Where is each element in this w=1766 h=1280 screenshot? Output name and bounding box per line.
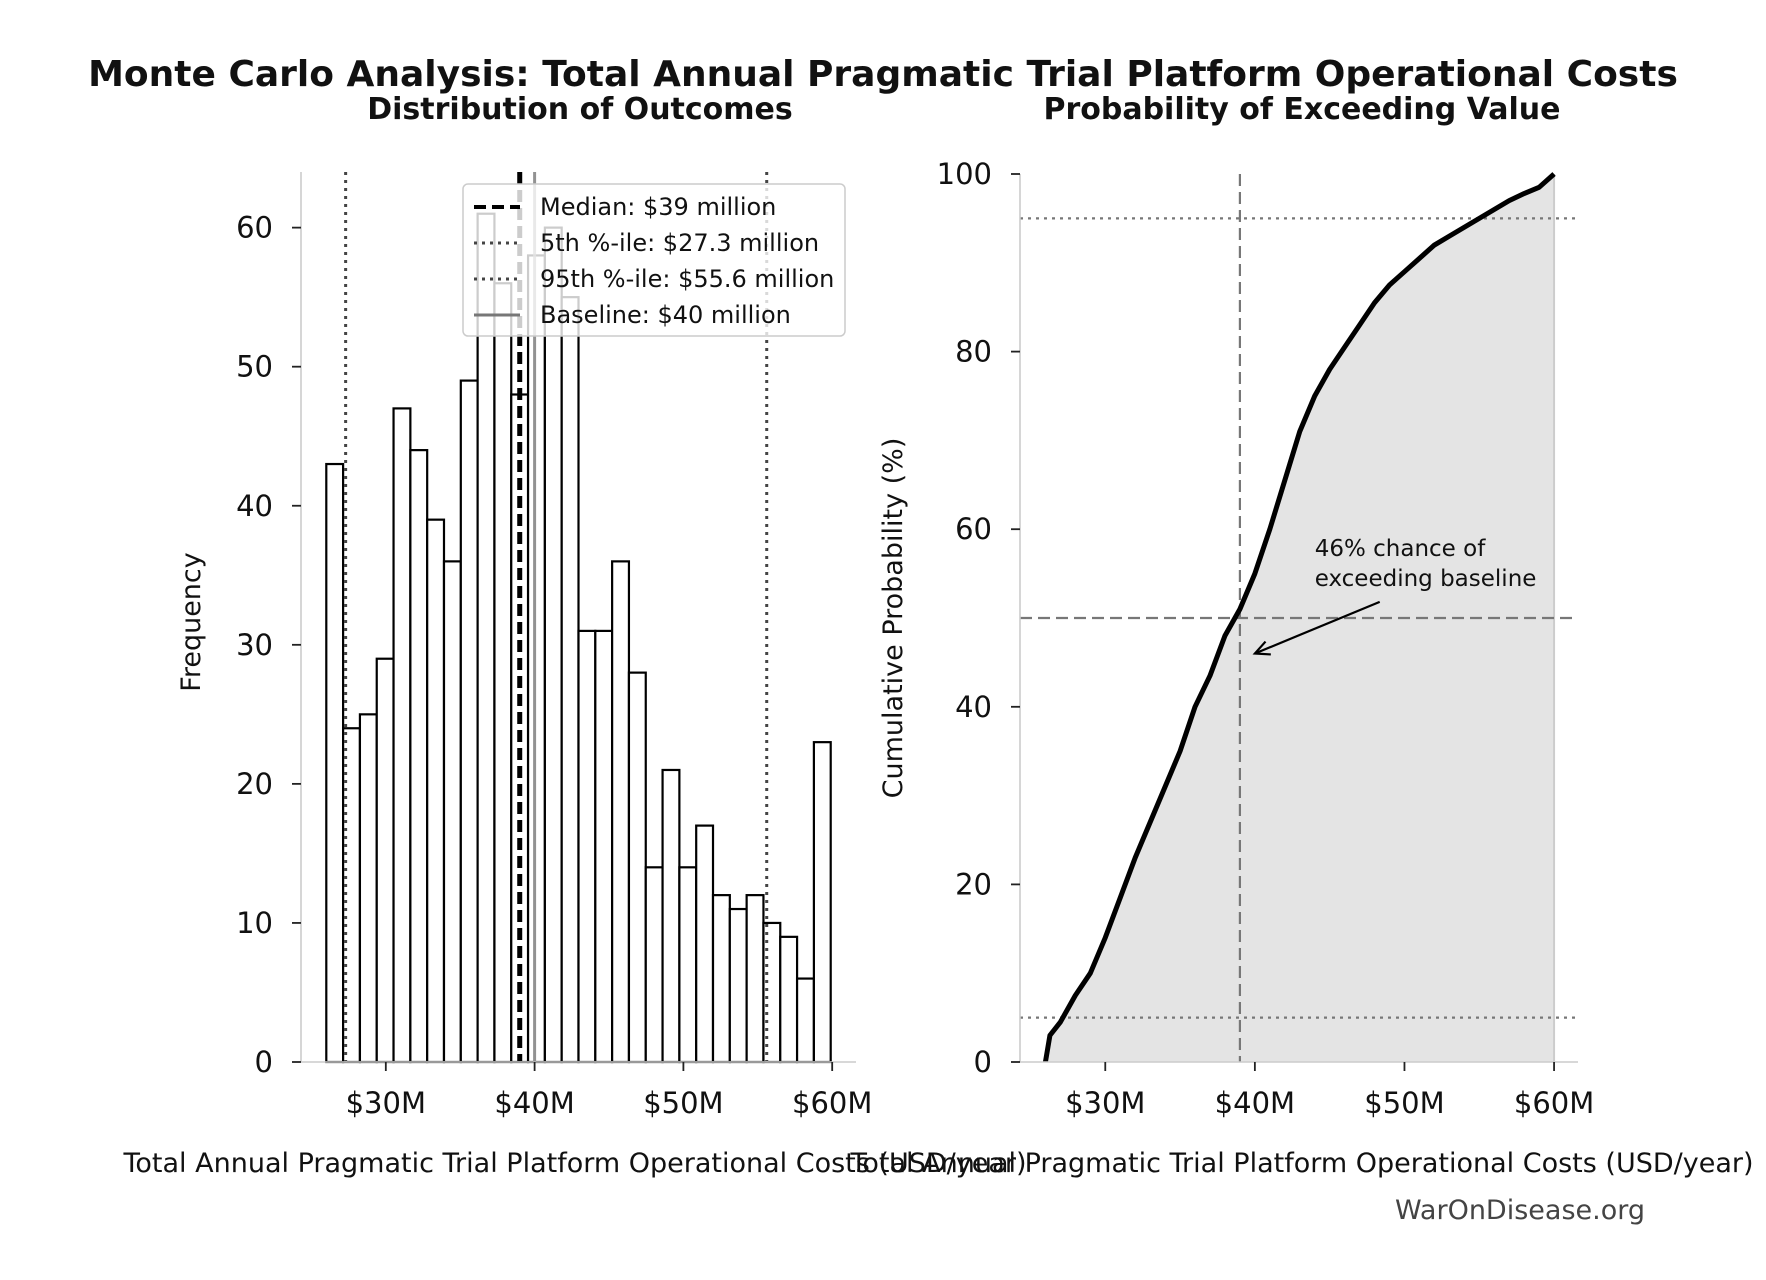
- x-tick-label: $50M: [1364, 1086, 1444, 1120]
- legend-label: Baseline: $40 million: [540, 301, 791, 329]
- histogram-x-axis-label: Total Annual Pragmatic Trial Platform Op…: [123, 1148, 1027, 1179]
- histogram-y-axis-label: Frequency: [176, 552, 207, 692]
- legend-label: Median: $39 million: [540, 193, 776, 221]
- histogram-bar: [745, 894, 765, 1064]
- exceedance-annotation: 46% chance of exceeding baseline: [1252, 536, 1537, 656]
- y-tick-label: 60: [236, 211, 273, 245]
- legend-label: 5th %-ile: $27.3 million: [540, 229, 819, 257]
- histogram-bar: [358, 713, 378, 1064]
- exceedance-line: [1042, 172, 1556, 1063]
- x-tick-label: $60M: [792, 1086, 872, 1120]
- x-tick-label: $40M: [494, 1086, 574, 1120]
- histogram-bar: [325, 462, 345, 1064]
- y-tick-label: 10: [236, 906, 273, 940]
- histogram-legend: Median: $39 million 5th %-ile: $27.3 mill…: [462, 183, 846, 337]
- y-tick-label: 30: [236, 628, 273, 662]
- exceedance-panel: Probability of Exceeding Value 0 20 40 60 80…: [850, 92, 1754, 1179]
- legend-label: 95th %-ile: $55.6 million: [540, 265, 834, 293]
- y-tick-label: 40: [236, 489, 273, 523]
- histogram-bar: [392, 407, 412, 1064]
- y-tick-label: 0: [974, 1045, 992, 1079]
- annotation-text: 46% chance of: [1315, 536, 1487, 562]
- histogram-bar: [627, 671, 647, 1064]
- annotation-arrow: [1254, 600, 1381, 655]
- exceedance-line-group: [1042, 172, 1556, 1063]
- histogram-bar: [342, 727, 362, 1064]
- histogram-bar: [426, 518, 446, 1064]
- histogram-bar: [459, 379, 479, 1064]
- histogram-bar: [375, 657, 395, 1064]
- legend-box: [462, 183, 846, 337]
- histogram-bar: [560, 296, 580, 1064]
- watermark: WarOnDisease.org: [1395, 1195, 1645, 1226]
- histogram-bar: [526, 254, 546, 1064]
- histogram-bar: [442, 560, 462, 1064]
- y-tick-label: 100: [937, 157, 992, 191]
- figure-title: Monte Carlo Analysis: Total Annual Pragm…: [88, 54, 1678, 95]
- histogram-bar: [812, 741, 832, 1064]
- y-tick-label: 80: [955, 335, 992, 369]
- annotation-text: exceeding baseline: [1315, 566, 1537, 592]
- exceedance-x-axis-label: Total Annual Pragmatic Trial Platform Op…: [850, 1148, 1754, 1179]
- histogram-bar: [543, 226, 563, 1064]
- x-tick-label: $50M: [643, 1086, 723, 1120]
- histogram-bar: [779, 935, 799, 1064]
- exceedance-axes: 0 20 40 60 80 100 $30M $40M $50M $60M: [937, 157, 1595, 1120]
- histogram-bar: [795, 977, 815, 1064]
- histogram-bar: [678, 866, 698, 1064]
- histogram-bar: [611, 560, 631, 1064]
- histogram-bar: [661, 768, 681, 1064]
- y-tick-label: 20: [236, 767, 273, 801]
- histogram-bar: [577, 629, 597, 1064]
- y-tick-label: 40: [955, 690, 992, 724]
- x-tick-label: $30M: [1065, 1086, 1145, 1120]
- histogram-panel: Distribution of Outcomes 0 10 20 30 40 50 60 $3…: [123, 92, 1027, 1179]
- x-tick-label: $40M: [1215, 1086, 1295, 1120]
- histogram-subtitle: Distribution of Outcomes: [367, 92, 793, 127]
- y-tick-label: 0: [255, 1045, 273, 1079]
- x-tick-label: $30M: [346, 1086, 426, 1120]
- exceedance-subtitle: Probability of Exceeding Value: [1043, 92, 1560, 127]
- histogram-bar: [409, 449, 429, 1064]
- y-tick-label: 50: [236, 350, 273, 384]
- x-tick-label: $60M: [1514, 1086, 1594, 1120]
- histogram-bar: [695, 824, 715, 1064]
- histogram-bar: [711, 894, 731, 1064]
- histogram-bar: [510, 393, 530, 1064]
- histogram-bar: [594, 629, 614, 1064]
- y-tick-label: 20: [955, 867, 992, 901]
- annotation-arrowhead: [1252, 640, 1271, 656]
- histogram-bars: [325, 212, 832, 1064]
- exceedance-y-axis-label: Cumulative Probability (%): [878, 438, 909, 799]
- histogram-bar: [476, 212, 496, 1064]
- histogram-axes: 0 10 20 30 40 50 60 $30M $40M $50M $60M: [236, 172, 872, 1120]
- histogram-bar: [728, 907, 748, 1064]
- histogram-bar: [493, 282, 513, 1064]
- exceedance-reference-lines: [1020, 174, 1578, 1062]
- histogram-bar: [644, 866, 664, 1064]
- histogram-bar: [762, 921, 782, 1064]
- y-tick-label: 60: [955, 512, 992, 546]
